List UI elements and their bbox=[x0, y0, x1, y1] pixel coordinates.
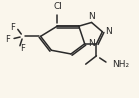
Text: F: F bbox=[10, 23, 15, 32]
Text: NH₂: NH₂ bbox=[112, 60, 129, 69]
Text: F: F bbox=[20, 44, 25, 53]
Text: F: F bbox=[5, 35, 10, 44]
Text: N: N bbox=[88, 12, 95, 21]
Text: N: N bbox=[105, 27, 112, 36]
Text: Cl: Cl bbox=[54, 2, 63, 11]
Text: N: N bbox=[88, 39, 94, 48]
